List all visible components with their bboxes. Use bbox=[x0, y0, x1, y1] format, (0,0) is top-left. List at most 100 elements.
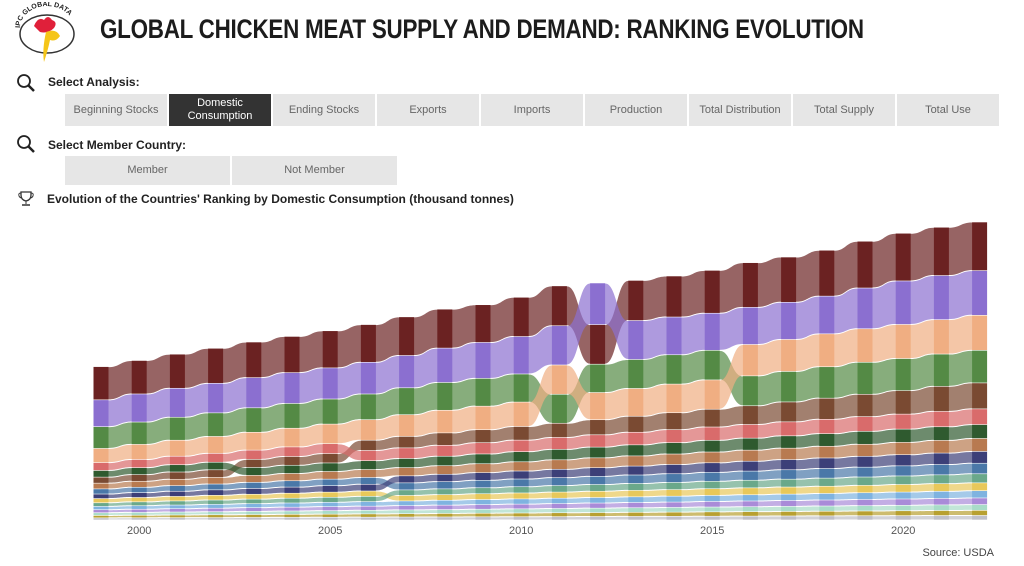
series-bar[interactable] bbox=[322, 368, 338, 399]
series-bar[interactable] bbox=[551, 508, 567, 513]
series-bar[interactable] bbox=[590, 503, 606, 508]
series-bar[interactable] bbox=[399, 513, 415, 517]
series-bar[interactable] bbox=[551, 498, 567, 504]
series-bar[interactable] bbox=[704, 427, 720, 441]
series-bar[interactable] bbox=[208, 383, 224, 413]
series-bar[interactable] bbox=[704, 313, 720, 351]
series-bar[interactable] bbox=[972, 474, 988, 483]
series-bar[interactable] bbox=[551, 449, 567, 460]
series-bar[interactable] bbox=[895, 511, 911, 516]
series-bar[interactable] bbox=[131, 492, 147, 498]
series-bar[interactable] bbox=[93, 489, 109, 494]
series-bar[interactable] bbox=[246, 432, 262, 450]
series-bar[interactable] bbox=[704, 380, 720, 409]
series-bar[interactable] bbox=[437, 481, 453, 489]
series-bar[interactable] bbox=[131, 512, 147, 515]
series-bar[interactable] bbox=[437, 489, 453, 495]
series-bar[interactable] bbox=[551, 286, 567, 326]
series-bar[interactable] bbox=[819, 468, 835, 478]
series-bar[interactable] bbox=[704, 463, 720, 473]
series-bar[interactable] bbox=[742, 471, 758, 480]
series-bar[interactable] bbox=[857, 499, 873, 506]
series-bar[interactable] bbox=[322, 463, 338, 472]
series-bar[interactable] bbox=[131, 459, 147, 468]
series-bar[interactable] bbox=[895, 492, 911, 499]
series-bar[interactable] bbox=[551, 485, 567, 492]
series-bar[interactable] bbox=[628, 516, 644, 520]
series-bar[interactable] bbox=[972, 463, 988, 474]
series-bar[interactable] bbox=[513, 493, 529, 499]
series-bar[interactable] bbox=[513, 402, 529, 427]
series-bar[interactable] bbox=[246, 482, 262, 489]
series-bar[interactable] bbox=[475, 305, 491, 343]
series-bar[interactable] bbox=[513, 479, 529, 487]
series-bar[interactable] bbox=[284, 493, 300, 498]
series-bar[interactable] bbox=[819, 296, 835, 334]
series-bar[interactable] bbox=[513, 499, 529, 504]
series-bar[interactable] bbox=[819, 500, 835, 506]
series-bar[interactable] bbox=[169, 496, 185, 501]
series-bar[interactable] bbox=[819, 419, 835, 434]
member-option-member[interactable]: Member bbox=[65, 156, 230, 185]
series-bar[interactable] bbox=[933, 319, 949, 354]
series-bar[interactable] bbox=[666, 496, 682, 502]
series-bar[interactable] bbox=[628, 483, 644, 491]
series-bar[interactable] bbox=[972, 515, 988, 520]
series-bar[interactable] bbox=[742, 438, 758, 450]
series-bar[interactable] bbox=[169, 456, 185, 465]
series-bar[interactable] bbox=[895, 515, 911, 520]
series-bar[interactable] bbox=[857, 467, 873, 477]
series-bar[interactable] bbox=[360, 362, 376, 394]
series-bar[interactable] bbox=[590, 420, 606, 435]
series-bar[interactable] bbox=[169, 501, 185, 505]
series-bar[interactable] bbox=[781, 436, 797, 448]
series-bar[interactable] bbox=[666, 413, 682, 430]
series-bar[interactable] bbox=[704, 350, 720, 380]
series-bar[interactable] bbox=[437, 456, 453, 466]
series-bar[interactable] bbox=[437, 500, 453, 505]
series-bar[interactable] bbox=[704, 512, 720, 516]
series-bar[interactable] bbox=[322, 497, 338, 503]
series-bar[interactable] bbox=[666, 474, 682, 483]
series-bar[interactable] bbox=[895, 233, 911, 281]
series-bar[interactable] bbox=[628, 466, 644, 475]
series-bar[interactable] bbox=[895, 484, 911, 492]
series-bar[interactable] bbox=[131, 502, 147, 506]
analysis-option-imports[interactable]: Imports bbox=[481, 94, 583, 126]
series-bar[interactable] bbox=[933, 515, 949, 520]
series-bar[interactable] bbox=[590, 484, 606, 491]
series-bar[interactable] bbox=[628, 502, 644, 508]
series-bar[interactable] bbox=[246, 503, 262, 508]
analysis-option-total-distribution[interactable]: Total Distribution bbox=[689, 94, 791, 126]
series-bar[interactable] bbox=[513, 452, 529, 462]
series-bar[interactable] bbox=[322, 492, 338, 497]
series-bar[interactable] bbox=[360, 510, 376, 514]
series-bar[interactable] bbox=[208, 413, 224, 437]
series-bar[interactable] bbox=[972, 491, 988, 498]
series-bar[interactable] bbox=[93, 462, 109, 471]
series-bar[interactable] bbox=[590, 324, 606, 364]
series-bar[interactable] bbox=[360, 514, 376, 517]
series-bar[interactable] bbox=[972, 438, 988, 452]
series-bar[interactable] bbox=[628, 432, 644, 445]
series-bar[interactable] bbox=[475, 378, 491, 406]
series-bar[interactable] bbox=[322, 399, 338, 424]
series-bar[interactable] bbox=[208, 511, 224, 515]
series-bar[interactable] bbox=[284, 481, 300, 487]
series-bar[interactable] bbox=[590, 458, 606, 468]
series-bar[interactable] bbox=[819, 250, 835, 296]
series-bar[interactable] bbox=[895, 414, 911, 429]
series-bar[interactable] bbox=[93, 494, 109, 499]
series-bar[interactable] bbox=[399, 448, 415, 459]
series-bar[interactable] bbox=[360, 477, 376, 484]
series-bar[interactable] bbox=[169, 472, 185, 479]
series-bar[interactable] bbox=[284, 372, 300, 404]
series-bar[interactable] bbox=[284, 336, 300, 373]
series-bar[interactable] bbox=[513, 504, 529, 509]
series-bar[interactable] bbox=[246, 467, 262, 476]
series-bar[interactable] bbox=[208, 515, 224, 518]
series-bar[interactable] bbox=[590, 447, 606, 458]
series-bar[interactable] bbox=[857, 431, 873, 444]
series-bar[interactable] bbox=[169, 440, 185, 456]
series-bar[interactable] bbox=[284, 473, 300, 481]
